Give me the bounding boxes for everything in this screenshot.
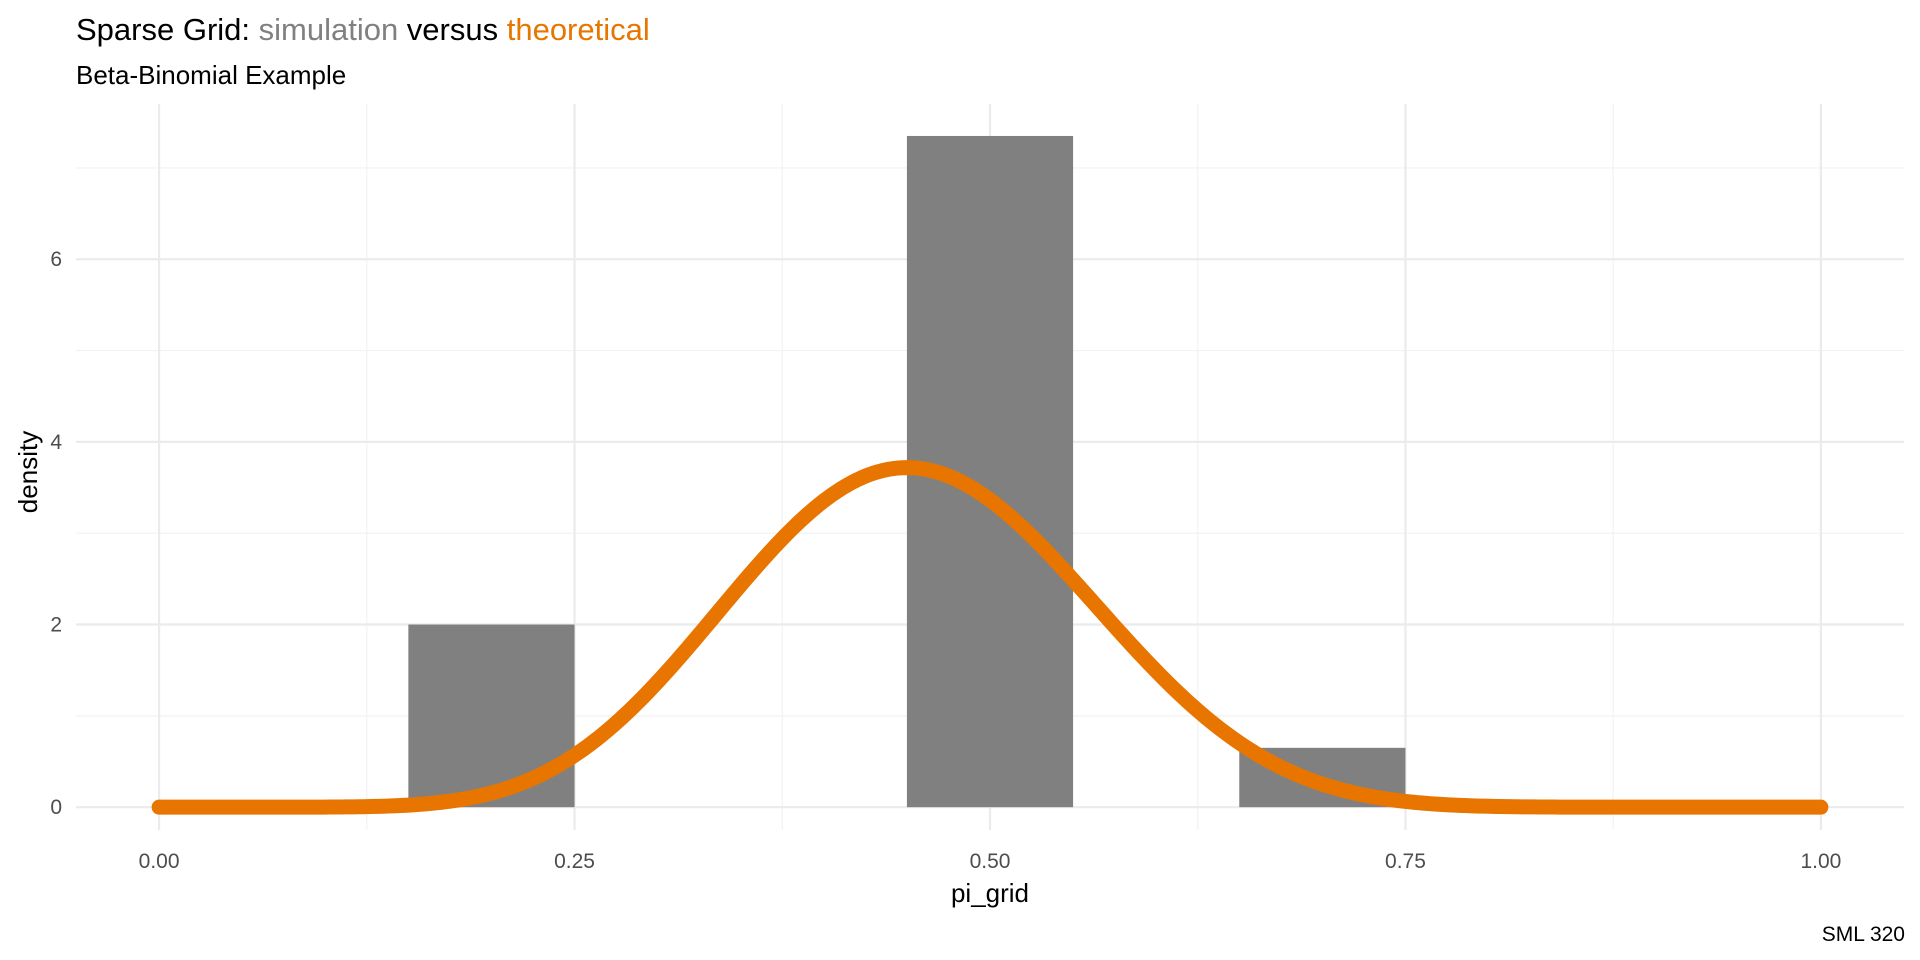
y-axis-ticks: 0 2 4 6 bbox=[50, 248, 62, 819]
x-tick-label-1: 0.25 bbox=[554, 850, 595, 873]
y-tick-label-2: 4 bbox=[50, 431, 62, 454]
x-axis-label: pi_grid bbox=[951, 878, 1029, 908]
title-part-theoretical: theoretical bbox=[507, 12, 650, 47]
x-axis-ticks: 0.00 0.25 0.50 0.75 1.00 bbox=[139, 850, 1842, 873]
y-tick-label-1: 2 bbox=[50, 614, 62, 637]
x-tick-label-0: 0.00 bbox=[139, 850, 180, 873]
theoretical-density-line bbox=[151, 460, 1829, 815]
title-part-plain-2: versus bbox=[398, 12, 507, 47]
chart-caption: SML 320 bbox=[1822, 923, 1905, 946]
chart-subtitle: Beta-Binomial Example bbox=[76, 60, 346, 90]
histogram-bar-0 bbox=[408, 624, 575, 808]
x-tick-label-4: 1.00 bbox=[1800, 850, 1841, 873]
chart-title: Sparse Grid: simulation versus theoretic… bbox=[76, 12, 650, 47]
title-part-plain-1: Sparse Grid: bbox=[76, 12, 259, 47]
title-part-simulation: simulation bbox=[259, 12, 399, 47]
x-tick-label-2: 0.50 bbox=[970, 850, 1011, 873]
y-tick-label-3: 6 bbox=[50, 248, 62, 271]
y-tick-label-0: 0 bbox=[50, 796, 62, 819]
x-tick-label-3: 0.75 bbox=[1385, 850, 1426, 873]
y-axis-label: density bbox=[13, 431, 43, 513]
theoretical-curve-group bbox=[151, 460, 1829, 815]
